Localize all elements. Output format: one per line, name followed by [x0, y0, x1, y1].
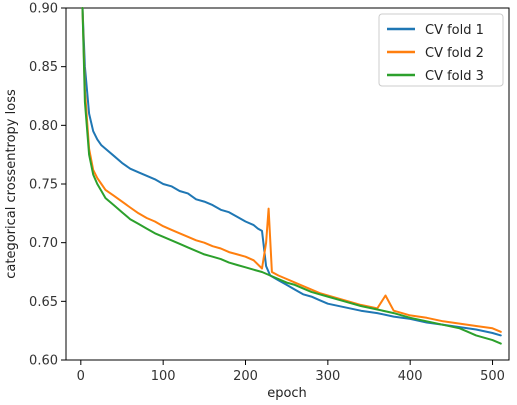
series-line-cv-fold-2 [81, 7, 502, 333]
y-tick-label: 0.80 [29, 119, 58, 134]
x-tick-label: 500 [480, 369, 505, 384]
series-line-cv-fold-3 [81, 7, 502, 345]
y-axis: 0.60 0.65 0.70 0.75 0.80 0.85 0.90 [29, 2, 66, 369]
y-tick-label: 0.60 [29, 354, 58, 369]
x-axis-label: epoch [267, 386, 307, 401]
legend-box [378, 13, 504, 87]
y-tick-label: 0.65 [29, 295, 58, 310]
series-line-cv-fold-1 [81, 7, 502, 337]
x-tick-label: 0 [77, 369, 85, 384]
legend-label-cv-fold-2: CV fold 2 [425, 46, 484, 61]
legend: CV fold 1 CV fold 2 CV fold 3 [378, 13, 504, 87]
x-tick-label: 200 [233, 369, 258, 384]
y-tick-label: 0.85 [29, 60, 58, 75]
x-axis: 0 100 200 300 400 500 [77, 360, 505, 384]
legend-label-cv-fold-1: CV fold 1 [425, 23, 484, 38]
x-tick-label: 400 [398, 369, 423, 384]
y-axis-label: categorical crossentropy loss [4, 89, 19, 279]
legend-label-cv-fold-3: CV fold 3 [425, 69, 484, 84]
x-tick-label: 300 [315, 369, 340, 384]
y-tick-label: 0.70 [29, 236, 58, 251]
y-tick-label: 0.75 [29, 178, 58, 193]
x-tick-label: 100 [151, 369, 176, 384]
y-tick-label: 0.90 [29, 2, 58, 17]
series-layer [81, 7, 502, 345]
